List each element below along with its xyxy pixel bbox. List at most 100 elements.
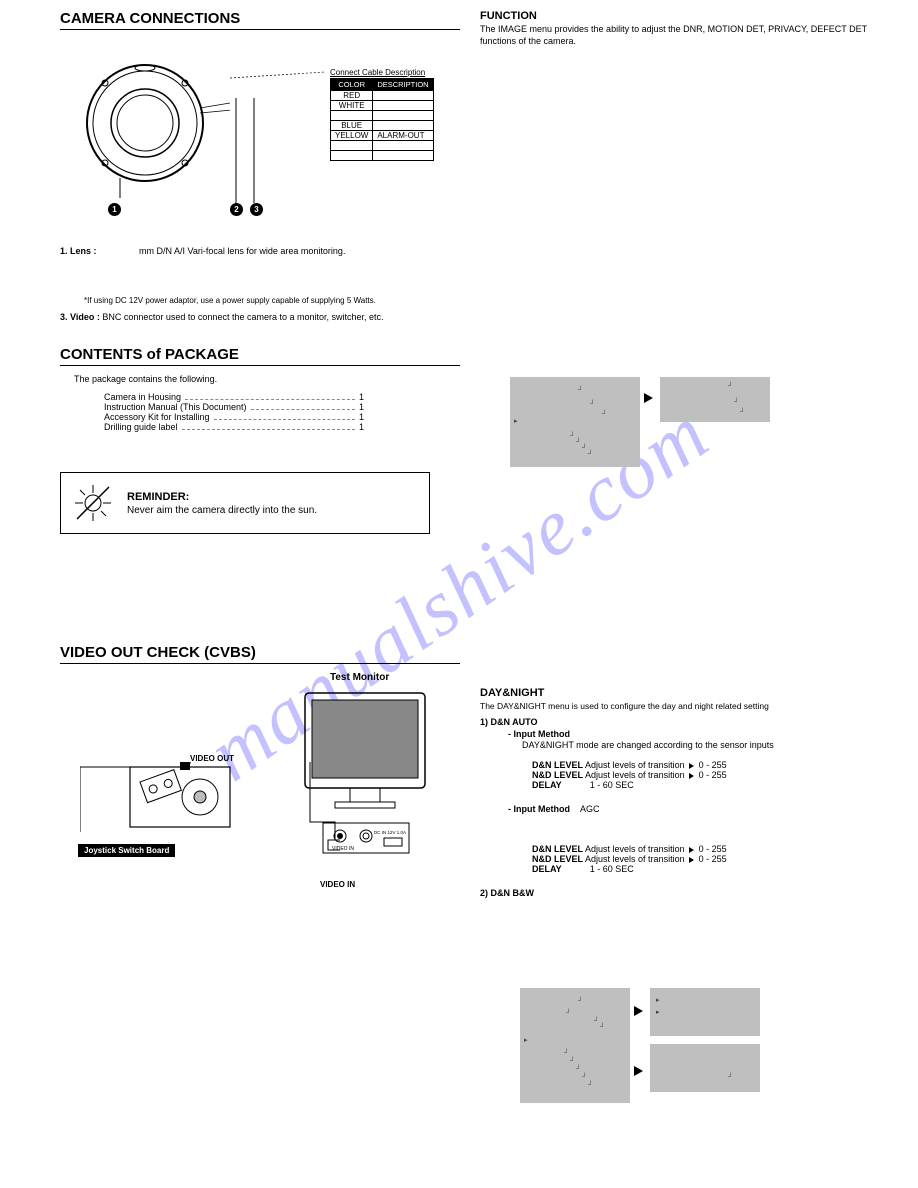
triangle-icon xyxy=(689,857,694,863)
cable-cell: WHITE xyxy=(331,101,373,111)
cable-cell: YELLOW xyxy=(331,131,373,141)
video-text: BNC connector used to connect the camera… xyxy=(102,312,383,322)
test-monitor-label: Test Monitor xyxy=(330,672,389,683)
cable-th-desc: DESCRIPTION xyxy=(373,79,433,91)
gray-panel: ┘ ┘ ┘ xyxy=(660,377,770,422)
param-range: 0 - 255 xyxy=(699,844,727,854)
param-label: DELAY xyxy=(532,780,562,790)
param-text: Adjust levels of transition xyxy=(585,844,685,854)
param-label: N&D LEVEL xyxy=(532,770,583,780)
conn-label: DC IN 12V 1.0A xyxy=(374,830,406,835)
video-out-section: VIDEO OUT CHECK (CVBS) Test Monitor xyxy=(60,644,460,902)
video-label: 3. Video : xyxy=(60,312,100,322)
param-label: DELAY xyxy=(532,864,562,874)
contents-heading: CONTENTS of PACKAGE xyxy=(60,346,460,366)
package-list: Camera in Housing1 Instruction Manual (T… xyxy=(104,392,460,432)
pkg-name: Camera in Housing xyxy=(104,392,181,402)
reminder-title: REMINDER: xyxy=(127,491,317,503)
menu-diagram-1: ▸ ┘ ┘ ┘ ┘ ┘ ┘ ┘ ┘ ┘ ┘ xyxy=(480,377,880,487)
dn-bw-heading: 2) D&N B&W xyxy=(480,888,880,898)
package-row: Instruction Manual (This Document) 1 xyxy=(104,402,364,412)
cable-description-table: Connect Cable Description COLOR DESCRIPT… xyxy=(330,68,434,161)
input-method-heading: - Input Method xyxy=(508,729,880,739)
lens-description: 1. Lens : mm D/N A/I Vari-focal lens for… xyxy=(60,246,460,256)
reminder-box: REMINDER: Never aim the camera directly … xyxy=(60,472,430,534)
param-text: Adjust levels of transition xyxy=(585,854,685,864)
triangle-icon xyxy=(689,773,694,779)
pkg-name: Drilling guide label xyxy=(104,422,178,432)
input-method-agc-heading: - Input Method AGC xyxy=(508,804,880,814)
cable-path xyxy=(180,762,340,882)
camera-diagram xyxy=(80,48,230,198)
cable-leader-line xyxy=(230,68,330,88)
cable-cell xyxy=(373,111,433,121)
cable-cell xyxy=(331,141,373,151)
gray-panel: ▸ ▸ xyxy=(650,988,760,1036)
package-intro: The package contains the following. xyxy=(74,374,460,384)
gray-panel: ┘ xyxy=(650,1044,760,1092)
param-range: 0 - 255 xyxy=(699,854,727,864)
joystick-board-label: Joystick Switch Board xyxy=(78,844,175,857)
cable-cell xyxy=(331,111,373,121)
cable-cell xyxy=(331,151,373,161)
lens-text: mm D/N A/I Vari-focal lens for wide area… xyxy=(139,246,345,256)
cable-cell xyxy=(373,141,433,151)
param-range: 0 - 255 xyxy=(699,760,727,770)
reminder-text: Never aim the camera directly into the s… xyxy=(127,505,317,516)
pkg-qty: 1 xyxy=(359,402,364,412)
video-out-diagram: Test Monitor VIDEO IN DC IN 12V 1.0A xyxy=(60,672,460,902)
pkg-name: Accessory Kit for Installing xyxy=(104,412,210,422)
right-column: FUNCTION The IMAGE menu provides the abi… xyxy=(480,10,880,1128)
dn-auto-heading: 1) D&N AUTO xyxy=(480,717,880,727)
function-text: The IMAGE menu provides the ability to a… xyxy=(480,24,880,47)
cable-table-caption: Connect Cable Description xyxy=(330,68,434,78)
menu-diagram-2: ▸ ┘ ┘ ┘ ┘ ┘ ┘ ┘ ┘ ┘ ▸ ▸ ┘ xyxy=(520,988,880,1128)
package-row: Camera in Housing1 xyxy=(104,392,364,402)
param-block-2: D&N LEVEL Adjust levels of transition 0 … xyxy=(532,844,880,874)
video-description: 3. Video : BNC connector used to connect… xyxy=(60,312,460,322)
param-label: D&N LEVEL xyxy=(532,760,583,770)
param-label: D&N LEVEL xyxy=(532,844,583,854)
param-value: 1 - 60 SEC xyxy=(590,864,634,874)
lens-label: 1. Lens : xyxy=(60,246,97,256)
video-out-heading: VIDEO OUT CHECK (CVBS) xyxy=(60,644,460,664)
cable-cell: ALARM-OUT xyxy=(373,131,433,141)
function-heading: FUNCTION xyxy=(480,10,880,22)
pkg-dots xyxy=(214,419,355,420)
cable-cell xyxy=(373,151,433,161)
arrow-icon xyxy=(644,393,653,403)
camera-connections-heading: CAMERA CONNECTIONS xyxy=(60,10,460,30)
pkg-qty: 1 xyxy=(359,412,364,422)
cable-cell: RED xyxy=(331,91,373,101)
agc-label: AGC xyxy=(580,804,600,814)
left-column: CAMERA CONNECTIONS Connect xyxy=(60,10,460,902)
pkg-qty: 1 xyxy=(359,422,364,432)
cable-cell xyxy=(373,91,433,101)
param-text: Adjust levels of transition xyxy=(585,760,685,770)
param-value: 1 - 60 SEC xyxy=(590,780,634,790)
pkg-dots xyxy=(251,409,355,410)
cable-cell xyxy=(373,121,433,131)
pkg-dots xyxy=(185,399,355,400)
day-night-section: DAY&NIGHT The DAY&NIGHT menu is used to … xyxy=(480,687,880,1128)
gray-panel: ▸ ┘ ┘ ┘ ┘ ┘ ┘ ┘ xyxy=(510,377,640,467)
pkg-dots xyxy=(182,429,355,430)
triangle-icon xyxy=(689,847,694,853)
sun-icon xyxy=(73,483,113,523)
triangle-icon xyxy=(689,763,694,769)
cable-cell xyxy=(373,101,433,111)
arrow-icon xyxy=(634,1066,643,1076)
param-label: N&D LEVEL xyxy=(532,854,583,864)
arrow-icon xyxy=(634,1006,643,1016)
day-night-heading: DAY&NIGHT xyxy=(480,687,880,699)
callout-lines xyxy=(232,98,262,208)
package-row: Accessory Kit for Installing 1 xyxy=(104,412,364,422)
param-text: Adjust levels of transition xyxy=(585,770,685,780)
pkg-name: Instruction Manual (This Document) xyxy=(104,402,247,412)
power-note: *If using DC 12V power adaptor, use a po… xyxy=(84,296,460,306)
param-range: 0 - 255 xyxy=(699,770,727,780)
cable-cell: BLUE xyxy=(331,121,373,131)
param-block-1: D&N LEVEL Adjust levels of transition 0 … xyxy=(532,760,880,790)
camera-diagram-area: Connect Cable Description COLOR DESCRIPT… xyxy=(60,38,460,218)
input-method-body: DAY&NIGHT mode are changed according to … xyxy=(522,740,880,750)
